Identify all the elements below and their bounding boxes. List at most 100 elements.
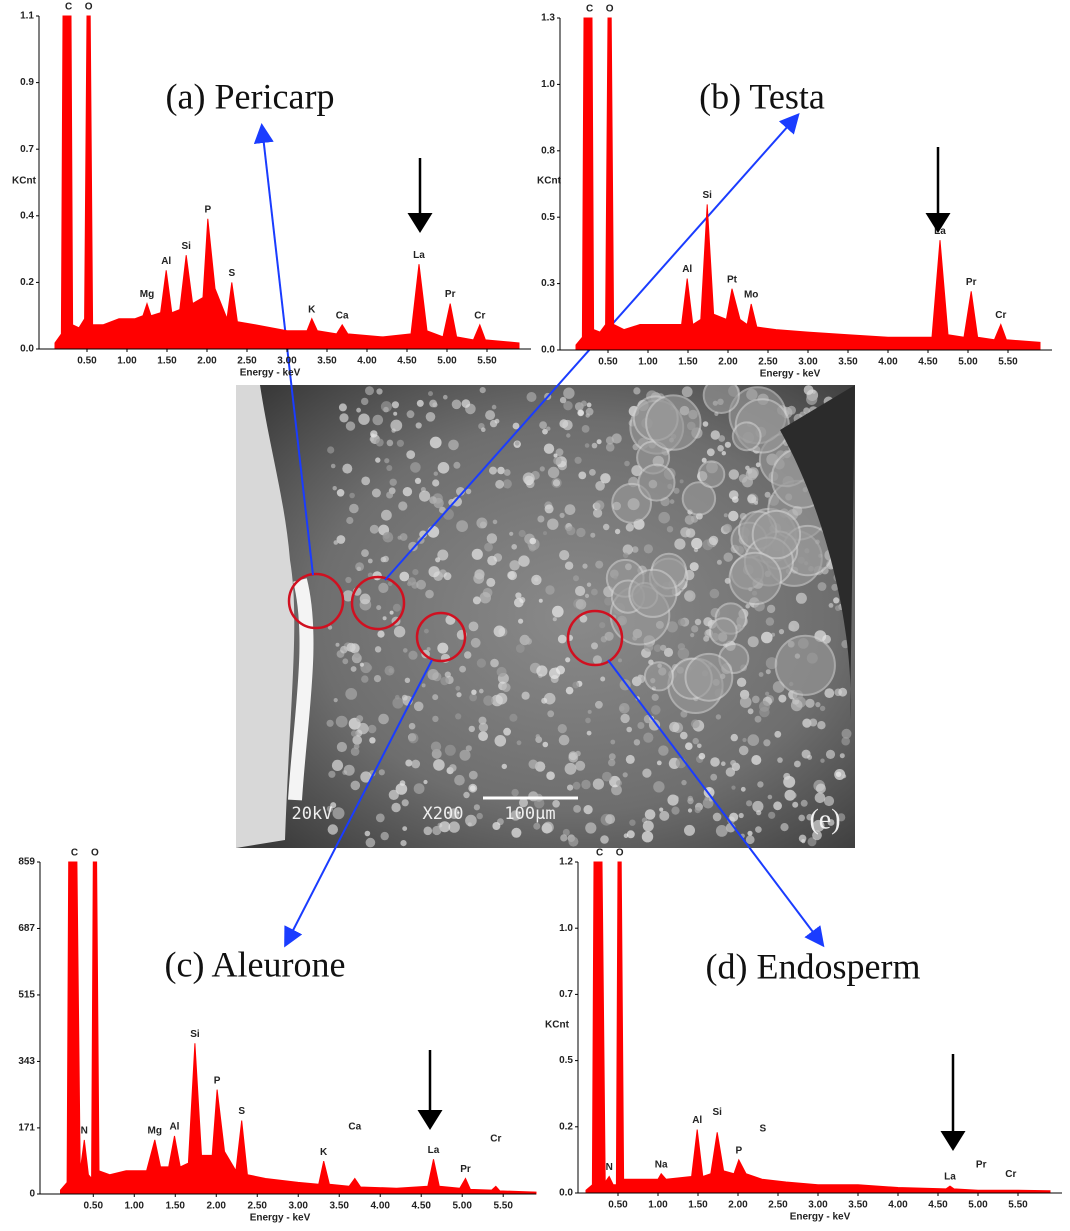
peak-label: Al: [169, 1122, 179, 1133]
sem-granule: [332, 807, 345, 820]
sem-granule: [765, 617, 775, 626]
sem-granule: [521, 691, 530, 700]
sem-granule: [698, 752, 706, 760]
sem-granule: [581, 425, 590, 433]
sem-granule: [381, 509, 392, 521]
sem-granule: [831, 583, 839, 591]
x-tick-label: 2.50: [248, 1201, 268, 1212]
sem-granule: [553, 453, 558, 458]
x-tick-label: 4.00: [888, 1200, 908, 1211]
sem-granule: [624, 460, 630, 467]
x-tick-label: 1.00: [648, 1200, 668, 1211]
sem-granule: [690, 719, 700, 729]
sem-granule: [697, 743, 702, 749]
sem-granule: [478, 731, 488, 742]
sem-granule: [680, 527, 691, 538]
sem-granule: [585, 822, 597, 834]
peak-label: Al: [682, 264, 692, 275]
sem-granule: [651, 693, 659, 701]
sem-granule: [728, 469, 739, 480]
x-tick-label: 1.50: [688, 1200, 708, 1211]
sem-granule: [469, 693, 477, 702]
sem-granule: [746, 468, 753, 474]
sem-granule: [556, 665, 565, 675]
sem-granule: [444, 671, 451, 678]
sem-globule: [645, 394, 702, 451]
sem-granule: [333, 540, 339, 545]
sem-granule: [575, 585, 586, 597]
peak-label: Cr: [995, 310, 1006, 321]
sem-granule: [680, 731, 688, 740]
x-tick-label: 2.50: [768, 1200, 788, 1211]
sem-granule: [559, 396, 567, 404]
sem-globule: [684, 652, 734, 702]
sem-granule: [565, 657, 571, 663]
sem-granule: [724, 441, 732, 448]
sem-granule: [766, 604, 776, 614]
sem-granule: [674, 538, 686, 550]
sem-granule: [795, 592, 807, 604]
sem-granule: [511, 788, 519, 797]
sem-granule: [543, 531, 547, 536]
sem-granule: [642, 820, 654, 832]
sem-granule: [827, 819, 835, 826]
sem-granule: [451, 399, 462, 410]
sem-granule: [581, 779, 591, 790]
sem-granule: [386, 439, 394, 447]
sem-granule: [547, 710, 555, 718]
sem-granule: [542, 428, 548, 435]
panel-title: (b) Testa: [699, 76, 825, 116]
x-tick-label: 3.00: [798, 357, 818, 368]
sem-granule: [343, 764, 355, 776]
spectrum: [60, 861, 537, 1195]
sem-granule: [456, 520, 468, 532]
sem-granule: [408, 722, 416, 730]
peak-label: S: [228, 268, 235, 279]
sem-granule: [583, 805, 593, 815]
peak-label: Pr: [976, 1159, 987, 1170]
sem-granule: [608, 753, 616, 761]
sem-granule: [732, 496, 739, 503]
sem-granule: [415, 422, 422, 429]
sem-granule: [752, 800, 764, 813]
sem-granule: [427, 525, 440, 538]
sem-granule: [454, 774, 465, 786]
sem-granule: [566, 526, 576, 536]
sem-granule: [349, 492, 355, 499]
x-tick-label: 3.50: [848, 1200, 868, 1211]
sem-granule: [494, 418, 500, 424]
x-axis-label: Energy - keV: [790, 1212, 851, 1223]
peak-label: S: [759, 1123, 766, 1134]
sem-granule: [512, 422, 520, 430]
sem-granule: [586, 402, 592, 408]
sem-granule: [410, 462, 421, 473]
sem-granule: [360, 771, 372, 783]
sem-granule: [690, 633, 695, 638]
sem-image: 20kV X200 100µm (e): [236, 385, 855, 848]
sem-granule: [546, 771, 555, 780]
sem-granule: [375, 457, 381, 463]
sem-granule: [841, 728, 852, 739]
arrow: [284, 659, 433, 948]
region-circle: [415, 611, 467, 663]
y-tick-label: 0.5: [541, 212, 555, 223]
sem-granule: [557, 724, 567, 734]
peak-label: Pr: [460, 1164, 471, 1175]
x-tick-label: 2.00: [728, 1200, 748, 1211]
sem-granule: [503, 727, 511, 736]
peak-label: Cr: [490, 1133, 501, 1144]
sem-granule: [413, 701, 424, 712]
sem-granule: [710, 773, 718, 781]
sem-granule: [718, 435, 726, 442]
sem-granule: [602, 771, 612, 782]
sem-granule: [631, 546, 639, 553]
sem-granule: [721, 451, 726, 456]
sem-granule: [516, 740, 522, 746]
sem-granule: [518, 529, 526, 538]
sem-granule: [327, 446, 335, 454]
y-tick-label: 1.1: [20, 11, 34, 22]
sem-granule: [841, 736, 850, 746]
sem-granule: [692, 737, 699, 745]
sem-granule: [391, 401, 399, 409]
sem-granule: [336, 741, 347, 753]
